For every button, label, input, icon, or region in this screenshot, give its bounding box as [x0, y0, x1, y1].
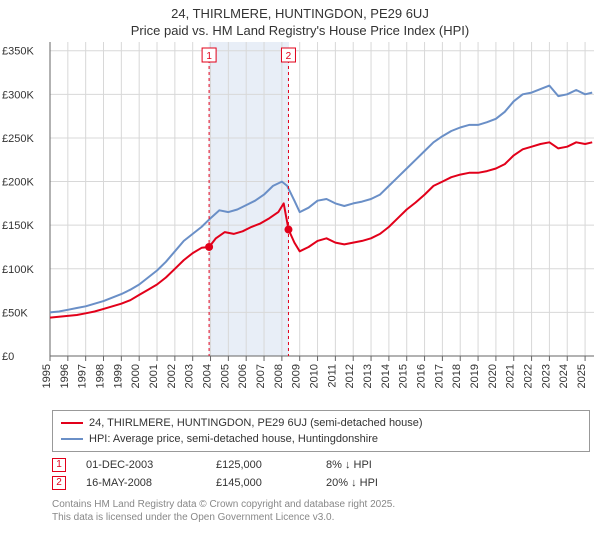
- svg-text:2018: 2018: [451, 364, 463, 388]
- svg-text:1: 1: [206, 51, 212, 62]
- legend-row-hpi: HPI: Average price, semi-detached house,…: [61, 431, 581, 447]
- svg-text:£0: £0: [2, 351, 14, 363]
- svg-text:1996: 1996: [59, 364, 71, 388]
- svg-text:2009: 2009: [291, 364, 303, 388]
- svg-text:1995: 1995: [41, 364, 53, 388]
- svg-text:2021: 2021: [505, 364, 517, 388]
- chart-title: 24, THIRLMERE, HUNTINGDON, PE29 6UJ Pric…: [0, 0, 600, 38]
- svg-text:2001: 2001: [148, 364, 160, 388]
- svg-text:1999: 1999: [112, 364, 124, 388]
- transaction-date-2: 16-MAY-2008: [86, 477, 196, 489]
- svg-text:2016: 2016: [416, 364, 428, 388]
- svg-text:£300K: £300K: [2, 89, 34, 101]
- svg-text:2008: 2008: [273, 364, 285, 388]
- svg-text:2000: 2000: [130, 364, 142, 388]
- legend-label-hpi: HPI: Average price, semi-detached house,…: [89, 433, 378, 445]
- line-chart-svg: £0 £50K £100K £150K £200K £250K £300K £350K 1995…: [0, 38, 600, 408]
- svg-text:£350K: £350K: [2, 46, 34, 58]
- svg-text:2024: 2024: [558, 364, 570, 388]
- attribution-line2: This data is licensed under the Open Gov…: [52, 511, 590, 524]
- legend-label-property: 24, THIRLMERE, HUNTINGDON, PE29 6UJ (sem…: [89, 417, 423, 429]
- svg-text:2020: 2020: [487, 364, 499, 388]
- svg-text:£200K: £200K: [2, 177, 34, 189]
- svg-text:£150K: £150K: [2, 220, 34, 232]
- svg-text:2017: 2017: [433, 364, 445, 388]
- transaction-price-1: £125,000: [216, 459, 306, 471]
- svg-text:2003: 2003: [184, 364, 196, 388]
- attribution: Contains HM Land Registry data © Crown c…: [52, 498, 590, 524]
- svg-text:2012: 2012: [344, 364, 356, 388]
- svg-text:1997: 1997: [77, 364, 89, 388]
- legend: 24, THIRLMERE, HUNTINGDON, PE29 6UJ (sem…: [52, 410, 590, 452]
- svg-text:2: 2: [286, 51, 292, 62]
- transaction-delta-2: 20% ↓ HPI: [326, 477, 378, 489]
- transaction-table: 1 01-DEC-2003 £125,000 8% ↓ HPI 2 16-MAY…: [52, 456, 590, 492]
- svg-text:2014: 2014: [380, 364, 392, 388]
- svg-text:£250K: £250K: [2, 133, 34, 145]
- transaction-row-1: 1 01-DEC-2003 £125,000 8% ↓ HPI: [52, 456, 590, 474]
- transaction-marker-1: 1: [52, 458, 66, 472]
- svg-text:2010: 2010: [309, 364, 321, 388]
- title-subtitle: Price paid vs. HM Land Registry's House …: [0, 23, 600, 38]
- svg-text:£100K: £100K: [2, 264, 34, 276]
- svg-text:2023: 2023: [540, 364, 552, 388]
- svg-text:2004: 2004: [202, 364, 214, 388]
- legend-swatch-hpi: [61, 438, 83, 440]
- svg-text:2022: 2022: [523, 364, 535, 388]
- attribution-line1: Contains HM Land Registry data © Crown c…: [52, 498, 590, 511]
- chart-area: £0 £50K £100K £150K £200K £250K £300K £350K 1995…: [0, 38, 600, 408]
- transaction-delta-1: 8% ↓ HPI: [326, 459, 372, 471]
- legend-row-property: 24, THIRLMERE, HUNTINGDON, PE29 6UJ (sem…: [61, 415, 581, 431]
- svg-text:2011: 2011: [326, 364, 338, 388]
- svg-text:2019: 2019: [469, 364, 481, 388]
- legend-swatch-property: [61, 422, 83, 424]
- transaction-row-2: 2 16-MAY-2008 £145,000 20% ↓ HPI: [52, 474, 590, 492]
- svg-text:2025: 2025: [576, 364, 588, 388]
- transaction-date-1: 01-DEC-2003: [86, 459, 196, 471]
- svg-text:2013: 2013: [362, 364, 374, 388]
- svg-text:2006: 2006: [237, 364, 249, 388]
- svg-text:1998: 1998: [95, 364, 107, 388]
- svg-text:2002: 2002: [166, 364, 178, 388]
- transaction-marker-2: 2: [52, 476, 66, 490]
- svg-text:2007: 2007: [255, 364, 267, 388]
- svg-text:2005: 2005: [219, 364, 231, 388]
- title-address: 24, THIRLMERE, HUNTINGDON, PE29 6UJ: [0, 6, 600, 21]
- transaction-price-2: £145,000: [216, 477, 306, 489]
- svg-text:£50K: £50K: [2, 307, 28, 319]
- svg-text:2015: 2015: [398, 364, 410, 388]
